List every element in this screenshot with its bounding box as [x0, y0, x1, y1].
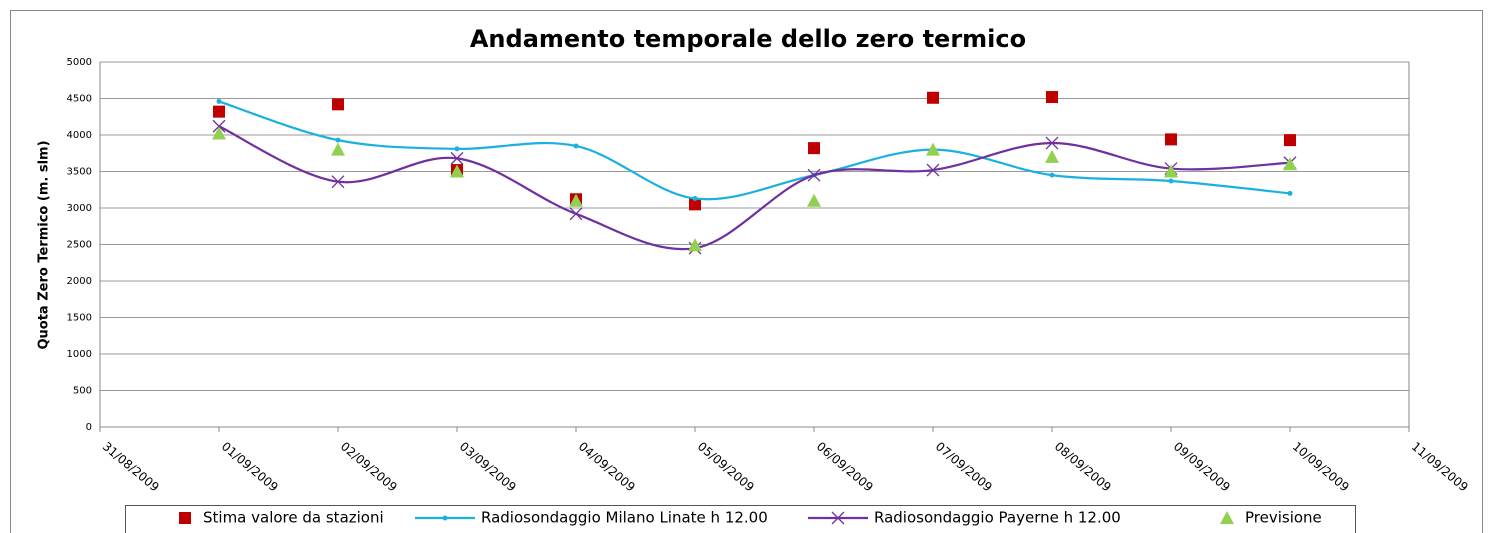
y-tick-label: 2000	[67, 276, 92, 287]
y-tick-label: 500	[73, 386, 92, 397]
y-tick-label: 3500	[67, 167, 92, 178]
data-point	[1284, 134, 1296, 147]
data-point	[450, 164, 464, 178]
data-point	[807, 193, 821, 207]
series-line	[218, 125, 1291, 251]
data-point	[1045, 149, 1059, 163]
legend-box	[125, 505, 1356, 533]
data-point	[569, 193, 583, 207]
data-point	[212, 119, 226, 133]
data-point	[1046, 91, 1058, 104]
data-point	[212, 126, 226, 140]
data-point	[569, 207, 583, 221]
y-tick-label: 5000	[67, 57, 92, 68]
legend-marker	[442, 515, 448, 521]
y-tick-label: 1000	[67, 349, 92, 360]
data-point	[926, 142, 940, 156]
data-point	[689, 198, 701, 211]
legend-label: Stima valore da stazioni	[203, 509, 384, 527]
y-tick-label: 4000	[67, 130, 92, 141]
data-point	[692, 196, 698, 202]
data-point	[926, 163, 940, 177]
data-point	[216, 98, 222, 104]
data-point	[808, 142, 820, 155]
data-point	[1045, 136, 1059, 150]
data-point	[1287, 190, 1293, 196]
y-tick-label: 0	[86, 422, 92, 433]
data-point	[688, 238, 702, 252]
y-tick-label: 2500	[67, 240, 92, 251]
data-point	[331, 142, 345, 156]
chart-frame	[10, 10, 1483, 533]
data-point	[1049, 172, 1055, 178]
y-tick-label: 4500	[67, 94, 92, 105]
legend-label: Radiosondaggio Payerne h 12.00	[874, 509, 1121, 527]
data-point	[335, 137, 341, 143]
data-point	[332, 98, 344, 111]
legend-marker	[179, 512, 191, 524]
y-axis-title: Quota Zero Termico (m. slm)	[37, 140, 52, 349]
data-point	[450, 151, 464, 165]
data-point	[1283, 157, 1297, 171]
data-point	[1165, 133, 1177, 146]
data-point	[573, 143, 579, 149]
chart-title: Andamento temporale dello zero termico	[470, 25, 1026, 53]
data-point	[807, 168, 821, 182]
data-point	[927, 91, 939, 104]
data-point	[454, 146, 460, 152]
data-point	[213, 105, 225, 118]
y-tick-label: 1500	[67, 313, 92, 324]
legend-label: Previsione	[1245, 509, 1322, 527]
data-point	[331, 175, 345, 189]
legend-marker	[1220, 511, 1234, 524]
data-point	[1164, 164, 1178, 178]
series-line	[218, 100, 1291, 201]
legend-marker	[831, 511, 845, 525]
legend-label: Radiosondaggio Milano Linate h 12.00	[481, 509, 768, 527]
data-point	[1168, 178, 1174, 184]
y-tick-label: 3000	[67, 203, 92, 214]
